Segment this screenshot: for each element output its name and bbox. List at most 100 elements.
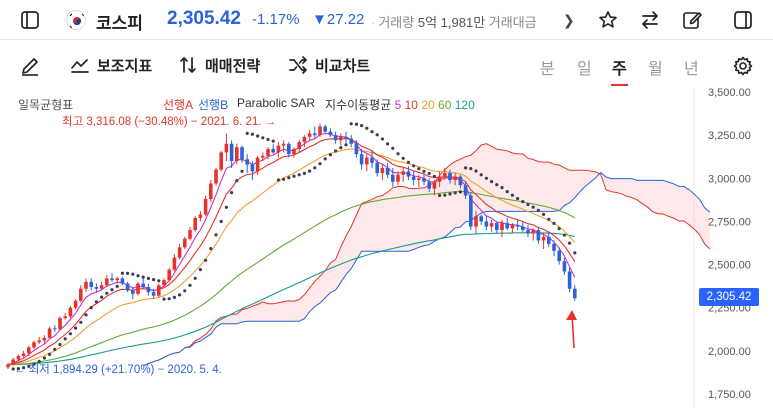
ichimoku-cloud — [143, 143, 710, 366]
chevron-right-icon[interactable]: ❯ — [563, 12, 575, 28]
period-month[interactable]: 월 — [648, 61, 663, 78]
compare-chart-label: 비교차트 — [315, 57, 371, 75]
ema-10-line — [7, 138, 576, 366]
symbol-name[interactable]: 코스피 — [96, 14, 143, 33]
candle-body — [349, 138, 353, 144]
settings-gear-icon[interactable] — [729, 52, 757, 80]
candle-body — [463, 185, 468, 196]
span-a-line — [142, 143, 711, 367]
sar-dot — [469, 167, 473, 171]
sar-dot — [365, 126, 369, 130]
sar-dot — [141, 275, 145, 279]
candle-body — [281, 143, 286, 146]
sar-dot — [396, 152, 400, 156]
legend-parabolic-sar[interactable]: Parabolic SAR — [237, 96, 316, 110]
compare-swap-icon[interactable] — [636, 6, 664, 34]
candle-body — [521, 226, 525, 231]
volume-label: 거래량 — [378, 15, 415, 30]
candle-body — [453, 176, 457, 181]
sar-dot — [188, 283, 192, 287]
sar-dot — [427, 171, 431, 176]
candle-body — [401, 171, 405, 175]
period-day[interactable]: 일 — [577, 61, 592, 78]
low-annotation: ← 최저 1,894.29 (+21.70%) − 2020. 5. 4. — [14, 363, 222, 376]
sar-dot — [292, 174, 296, 178]
sar-dot — [458, 190, 462, 194]
ema-5-line — [7, 133, 576, 366]
candle-body — [16, 356, 21, 360]
sar-dot — [391, 146, 395, 150]
legend-ema-5: 5 — [394, 98, 402, 112]
sar-dot — [526, 202, 530, 207]
y-tick-label: 2,500.00 — [708, 260, 751, 272]
sar-dot — [32, 362, 36, 366]
sar-dot — [167, 297, 171, 301]
chart-canvas[interactable]: 3,500.00 3,250.00 3,000.00 2,750.00 2,500.00… — [0, 88, 773, 408]
legend-span-a[interactable]: 선행A — [163, 98, 194, 112]
candle-body — [323, 126, 327, 132]
legend-ema-label: 지수이동평균 — [325, 98, 392, 112]
sar-dot — [120, 271, 124, 275]
candle-body — [229, 143, 234, 162]
sidebar-left-icon[interactable] — [16, 6, 44, 34]
candle-body — [68, 307, 73, 317]
period-minute[interactable]: 분 — [540, 61, 555, 78]
sar-dot — [27, 364, 31, 368]
sar-dot — [438, 193, 442, 198]
sar-dot — [375, 133, 379, 137]
candle-body — [94, 287, 99, 289]
candle-body — [500, 223, 504, 231]
sar-dot — [386, 142, 390, 146]
sar-dot — [490, 180, 494, 184]
current-price: 2,305.42 — [167, 8, 241, 29]
candle-body — [380, 167, 385, 174]
sar-dot — [412, 164, 416, 168]
sar-dot — [323, 157, 327, 161]
candle-body — [344, 136, 348, 139]
sar-dot — [370, 130, 374, 134]
sar-dot — [230, 191, 234, 195]
sar-dot — [464, 166, 468, 170]
legend-ichimoku[interactable]: 일목균형표 — [18, 98, 74, 112]
sar-dot — [479, 173, 483, 177]
legend-span-b[interactable]: 선행B — [198, 98, 229, 112]
sar-dot — [287, 176, 291, 180]
candle-body — [531, 230, 535, 234]
candle-body — [58, 318, 62, 330]
sar-dot — [219, 219, 223, 224]
sar-dot — [568, 241, 572, 245]
sar-dot — [510, 193, 514, 197]
sar-dot — [443, 193, 447, 197]
legend-ema[interactable]: 지수이동평균 5 10 20 60 120 — [325, 96, 475, 113]
chart-toolbar: 보조지표 매매전략 비교차트 분 일 주 월 년 — [0, 40, 773, 90]
sar-dot — [22, 366, 26, 370]
span-b-line — [142, 171, 711, 367]
edit-icon[interactable] — [678, 6, 706, 34]
y-tick-label: 2,750.00 — [708, 216, 751, 228]
compare-chart-button[interactable]: 비교차트 — [288, 53, 370, 77]
sar-dot — [474, 169, 478, 173]
sar-dot — [360, 124, 364, 128]
candle-body — [328, 131, 333, 136]
sar-dot — [313, 166, 317, 170]
sar-dot — [266, 137, 270, 142]
price-chart[interactable]: 3,500.00 3,250.00 3,000.00 2,750.00 2,500.00… — [0, 88, 773, 408]
candle-body — [73, 300, 78, 308]
candle-body — [526, 230, 530, 234]
strategy-button[interactable]: 매매전략 — [178, 53, 260, 77]
candle-body — [437, 176, 442, 182]
candle-body — [110, 278, 114, 281]
sar-dot — [542, 212, 546, 216]
sidebar-right-icon[interactable] — [729, 6, 757, 34]
sar-dot — [214, 233, 218, 237]
candle-body — [27, 347, 31, 354]
sar-dot — [198, 268, 202, 272]
indicators-button[interactable]: 보조지표 — [70, 53, 152, 77]
star-icon[interactable] — [594, 6, 622, 34]
drawing-pen-icon[interactable] — [16, 52, 44, 80]
candle-body — [63, 316, 67, 319]
period-year[interactable]: 년 — [684, 61, 699, 78]
sar-dot — [89, 306, 93, 310]
candle-body — [177, 247, 182, 258]
period-week[interactable]: 주 — [611, 55, 628, 86]
